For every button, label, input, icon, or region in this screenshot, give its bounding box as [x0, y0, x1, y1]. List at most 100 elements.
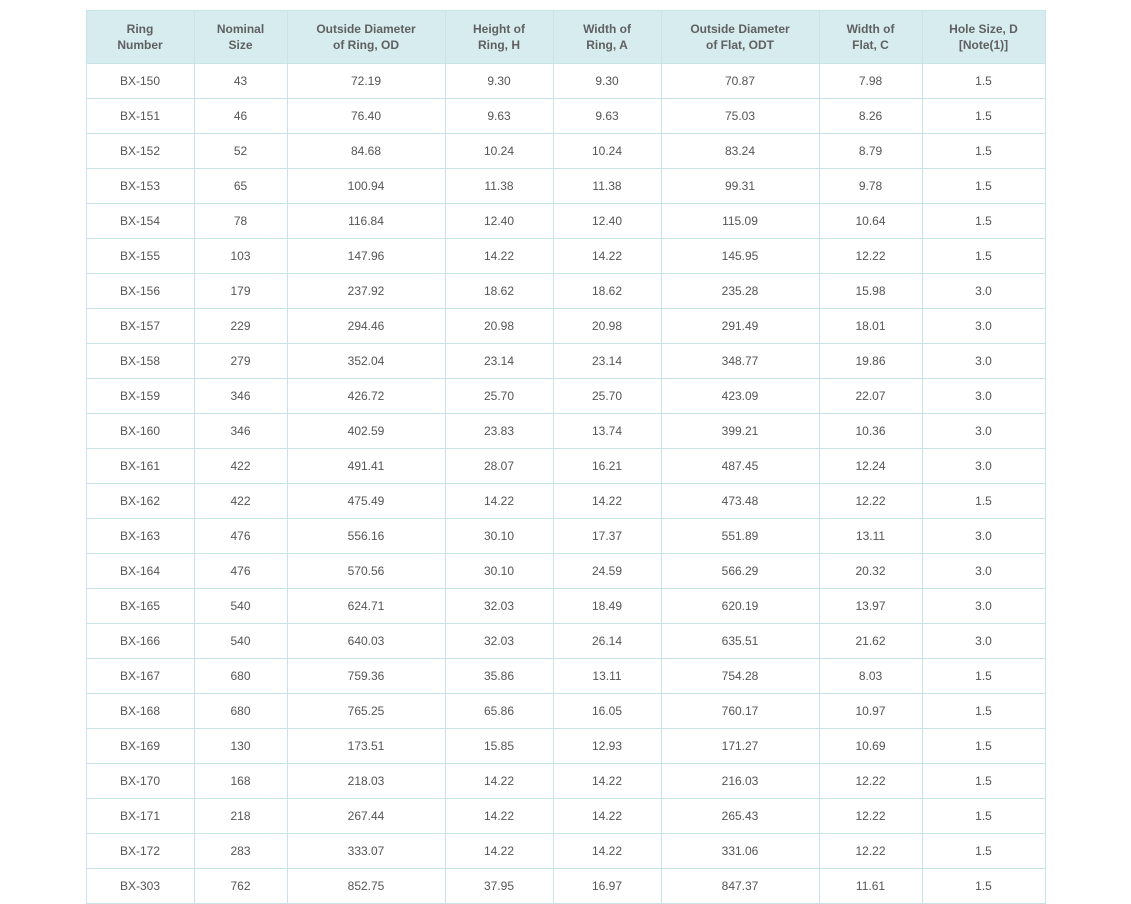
- cell-nom: 43: [194, 64, 287, 99]
- cell-ring: BX-303: [86, 869, 194, 904]
- cell-a: 25.70: [553, 379, 661, 414]
- cell-od: 237.92: [287, 274, 445, 309]
- cell-od: 173.51: [287, 729, 445, 764]
- cell-nom: 78: [194, 204, 287, 239]
- cell-od: 624.71: [287, 589, 445, 624]
- cell-h: 14.22: [445, 834, 553, 869]
- col-header-label: Hole Size, D: [949, 22, 1018, 36]
- cell-ring: BX-154: [86, 204, 194, 239]
- cell-odt: 83.24: [661, 134, 819, 169]
- table-row: BX-167680759.3635.8613.11754.288.031.5: [86, 659, 1045, 694]
- table-row: BX-165540624.7132.0318.49620.1913.973.0: [86, 589, 1045, 624]
- cell-od: 100.94: [287, 169, 445, 204]
- cell-odt: 620.19: [661, 589, 819, 624]
- table-row: BX-157229294.4620.9820.98291.4918.013.0: [86, 309, 1045, 344]
- cell-odt: 487.45: [661, 449, 819, 484]
- cell-a: 23.14: [553, 344, 661, 379]
- cell-ring: BX-155: [86, 239, 194, 274]
- cell-d: 3.0: [922, 449, 1045, 484]
- cell-od: 640.03: [287, 624, 445, 659]
- col-header-label: Width of: [583, 22, 631, 36]
- col-header-outside-diameter-ring: Outside Diameter of Ring, OD: [287, 11, 445, 64]
- table-row: BX-156179237.9218.6218.62235.2815.983.0: [86, 274, 1045, 309]
- cell-d: 1.5: [922, 834, 1045, 869]
- cell-h: 14.22: [445, 764, 553, 799]
- cell-c: 15.98: [819, 274, 922, 309]
- table-row: BX-170168218.0314.2214.22216.0312.221.5: [86, 764, 1045, 799]
- cell-nom: 476: [194, 554, 287, 589]
- cell-a: 17.37: [553, 519, 661, 554]
- cell-ring: BX-159: [86, 379, 194, 414]
- cell-od: 765.25: [287, 694, 445, 729]
- table-row: BX-160346402.5923.8313.74399.2110.363.0: [86, 414, 1045, 449]
- col-header-ring-number: Ring Number: [86, 11, 194, 64]
- cell-d: 1.5: [922, 729, 1045, 764]
- cell-nom: 130: [194, 729, 287, 764]
- cell-odt: 171.27: [661, 729, 819, 764]
- cell-odt: 235.28: [661, 274, 819, 309]
- table-row: BX-171218267.4414.2214.22265.4312.221.5: [86, 799, 1045, 834]
- cell-od: 84.68: [287, 134, 445, 169]
- table-row: BX-303762852.7537.9516.97847.3711.611.5: [86, 869, 1045, 904]
- cell-odt: 99.31: [661, 169, 819, 204]
- cell-odt: 399.21: [661, 414, 819, 449]
- cell-c: 12.22: [819, 484, 922, 519]
- cell-c: 9.78: [819, 169, 922, 204]
- cell-c: 12.22: [819, 764, 922, 799]
- cell-d: 3.0: [922, 519, 1045, 554]
- cell-ring: BX-156: [86, 274, 194, 309]
- cell-ring: BX-168: [86, 694, 194, 729]
- cell-h: 11.38: [445, 169, 553, 204]
- cell-h: 18.62: [445, 274, 553, 309]
- table-row: BX-15478116.8412.4012.40115.0910.641.5: [86, 204, 1045, 239]
- cell-c: 10.97: [819, 694, 922, 729]
- col-header-label: Outside Diameter: [690, 22, 789, 36]
- cell-h: 32.03: [445, 589, 553, 624]
- cell-ring: BX-162: [86, 484, 194, 519]
- cell-ring: BX-167: [86, 659, 194, 694]
- cell-c: 10.69: [819, 729, 922, 764]
- cell-ring: BX-170: [86, 764, 194, 799]
- cell-ring: BX-161: [86, 449, 194, 484]
- cell-h: 14.22: [445, 799, 553, 834]
- cell-h: 23.14: [445, 344, 553, 379]
- cell-odt: 423.09: [661, 379, 819, 414]
- cell-c: 13.97: [819, 589, 922, 624]
- cell-a: 20.98: [553, 309, 661, 344]
- cell-nom: 346: [194, 379, 287, 414]
- cell-c: 8.03: [819, 659, 922, 694]
- cell-c: 8.79: [819, 134, 922, 169]
- col-header-label: Nominal: [217, 22, 264, 36]
- cell-d: 3.0: [922, 274, 1045, 309]
- cell-ring: BX-160: [86, 414, 194, 449]
- col-header-width-ring: Width of Ring, A: [553, 11, 661, 64]
- cell-nom: 65: [194, 169, 287, 204]
- cell-od: 294.46: [287, 309, 445, 344]
- col-header-width-flat: Width of Flat, C: [819, 11, 922, 64]
- cell-a: 24.59: [553, 554, 661, 589]
- cell-d: 3.0: [922, 379, 1045, 414]
- col-header-label: Flat, C: [852, 38, 889, 52]
- table-row: BX-166540640.0332.0326.14635.5121.623.0: [86, 624, 1045, 659]
- cell-h: 9.30: [445, 64, 553, 99]
- cell-odt: 760.17: [661, 694, 819, 729]
- cell-d: 3.0: [922, 309, 1045, 344]
- cell-ring: BX-164: [86, 554, 194, 589]
- table-row: BX-15365100.9411.3811.3899.319.781.5: [86, 169, 1045, 204]
- cell-h: 37.95: [445, 869, 553, 904]
- cell-nom: 422: [194, 449, 287, 484]
- cell-h: 15.85: [445, 729, 553, 764]
- table-row: BX-158279352.0423.1423.14348.7719.863.0: [86, 344, 1045, 379]
- cell-odt: 265.43: [661, 799, 819, 834]
- cell-d: 3.0: [922, 589, 1045, 624]
- cell-d: 1.5: [922, 694, 1045, 729]
- cell-ring: BX-169: [86, 729, 194, 764]
- col-header-label: Width of: [847, 22, 895, 36]
- col-header-nominal-size: Nominal Size: [194, 11, 287, 64]
- cell-d: 1.5: [922, 799, 1045, 834]
- col-header-label: of Ring, OD: [333, 38, 399, 52]
- cell-c: 12.22: [819, 834, 922, 869]
- cell-a: 16.21: [553, 449, 661, 484]
- col-header-label: Height of: [473, 22, 525, 36]
- cell-a: 16.05: [553, 694, 661, 729]
